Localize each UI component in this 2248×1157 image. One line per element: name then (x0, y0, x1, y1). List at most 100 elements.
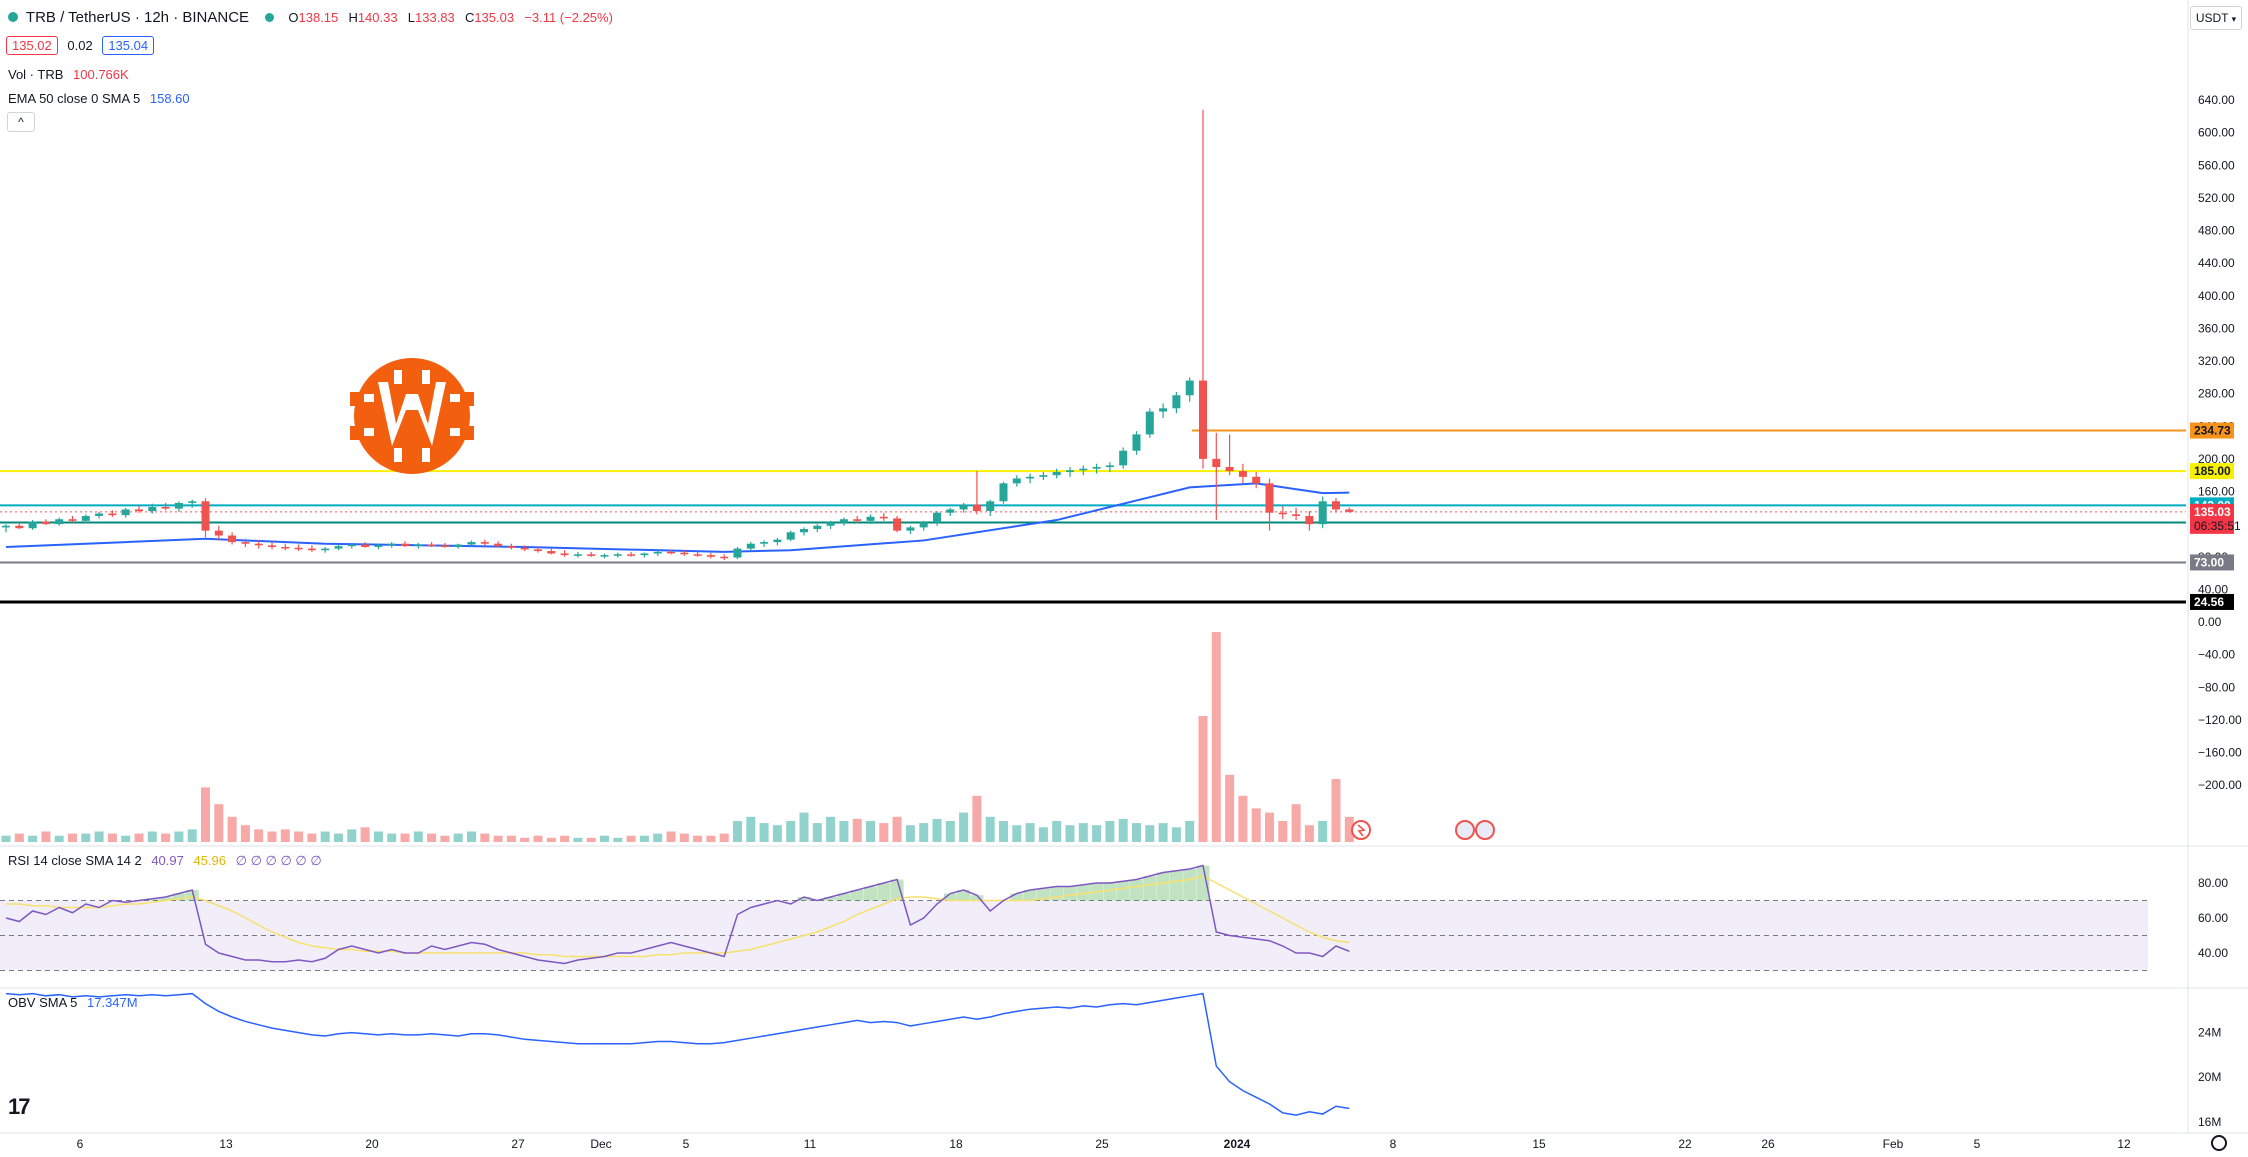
volume-bar (1171, 827, 1181, 842)
volume-bar (54, 835, 64, 842)
volume-bar (1211, 632, 1221, 842)
candle-body (108, 513, 117, 516)
candle-body (41, 521, 50, 525)
volume-bar (626, 835, 636, 842)
price-tick-label: 600.00 (2198, 126, 2235, 140)
level-tag-label: 185.00 (2194, 464, 2231, 478)
volume-bar (493, 835, 503, 842)
volume-bar (653, 833, 663, 842)
obv-line (5, 992, 1350, 1116)
candle-body (1199, 380, 1207, 459)
volume-bar (360, 827, 370, 842)
collapse-legend-button[interactable]: ^ (7, 112, 35, 132)
volume-bar (932, 818, 942, 842)
volume-bar (1118, 818, 1128, 842)
volume-bar (1265, 812, 1274, 842)
candle-body (1066, 470, 1074, 472)
price-tick-label: −120.00 (2198, 713, 2242, 727)
candle-body (720, 556, 729, 559)
candle-body (414, 544, 423, 547)
volume-bar (639, 835, 649, 842)
candle-body (228, 535, 237, 543)
currency-selector[interactable]: USDT ▾ (2190, 6, 2242, 30)
candle-body (307, 548, 316, 551)
time-tick-label: Dec (590, 1137, 611, 1151)
time-tick-label: 6 (77, 1137, 84, 1151)
volume-bar (613, 837, 623, 842)
low-value: 133.83 (415, 10, 455, 25)
volume-bar (826, 816, 836, 842)
volume-bar (799, 812, 809, 842)
event-icons[interactable] (1351, 820, 1495, 840)
bid-box[interactable]: 135.02 (6, 36, 58, 55)
candle-body (281, 546, 290, 549)
volume-bar (334, 833, 343, 842)
obv-tick-label: 16M (2198, 1115, 2221, 1129)
volume-bar (600, 835, 609, 842)
volume-bar (1331, 779, 1341, 842)
candle-body (201, 501, 210, 531)
rsi-extra-values: ∅ ∅ ∅ ∅ ∅ ∅ (235, 853, 322, 868)
candle-body (55, 519, 64, 525)
last-price-tag (2190, 503, 2234, 534)
volume-bar (174, 831, 184, 842)
candle-body (520, 547, 529, 550)
ask-box[interactable]: 135.04 (102, 36, 155, 55)
candle-body (1172, 395, 1181, 409)
volume-bar (746, 816, 756, 842)
volume-bar (1304, 825, 1314, 842)
volume-bar (733, 821, 742, 842)
candle-body (361, 544, 370, 547)
candle-body (1252, 476, 1261, 484)
ema-legend[interactable]: EMA 50 close 0 SMA 5 158.60 (8, 91, 196, 106)
candle-body (1026, 476, 1035, 479)
price-tick-label: 360.00 (2198, 321, 2235, 335)
obv-value: 17.347M (87, 995, 138, 1010)
candle-body (401, 543, 409, 547)
coin-logo-icon (350, 358, 474, 474)
candle-body (946, 509, 955, 513)
volume-bar (28, 835, 38, 842)
volume-bar (1251, 808, 1261, 842)
time-axis[interactable]: 6 13 20 27 Dec 5 11 18 25 2024 8 15 22 26 Feb 5 12 (77, 1137, 2131, 1151)
volume-bar (666, 831, 676, 842)
volume-bar (320, 831, 330, 842)
candle-body (81, 515, 90, 521)
volume-bar (772, 825, 782, 842)
candle-body (161, 506, 170, 509)
horizontal-levels[interactable] (0, 429, 2186, 604)
candle-body (972, 504, 981, 512)
volume-bar (187, 829, 197, 842)
candle-body (733, 548, 742, 558)
symbol-title[interactable]: TRB / TetherUS · 12h · BINANCE (25, 9, 250, 26)
ema-value: 158.60 (149, 91, 190, 106)
rsi-legend[interactable]: RSI 14 close SMA 14 2 40.97 45.96 ∅ ∅ ∅ … (8, 853, 328, 869)
tradingview-logo[interactable]: 17 (8, 1094, 31, 1119)
volume-bar (586, 837, 596, 842)
candle-body (800, 529, 808, 533)
candle-body (773, 539, 782, 543)
level-tag (2190, 463, 2234, 480)
volume-bar (972, 795, 982, 842)
volume-bar (453, 833, 463, 842)
candle-body (1092, 467, 1101, 469)
candle-body (613, 554, 622, 556)
volume-bar (400, 833, 410, 842)
rsi-tick-label: 80.00 (2198, 876, 2228, 890)
candle-body (1012, 478, 1021, 484)
volume-bar (679, 833, 689, 842)
price-axis[interactable]: 640.00 600.00 560.00 520.00 480.00 440.00 400.… (2198, 93, 2242, 1129)
spread-value: 0.02 (67, 38, 93, 53)
obv-legend[interactable]: OBV SMA 5 17.347M (8, 995, 144, 1010)
gear-icon[interactable] (2211, 1135, 2227, 1151)
volume-bar (467, 831, 476, 842)
rsi-sma-line (6, 875, 1350, 958)
candle-body (214, 530, 223, 536)
volume-legend[interactable]: Vol · TRB 100.766K (8, 67, 135, 82)
time-tick-label: 22 (1678, 1137, 1692, 1151)
volume-bar (506, 835, 516, 842)
volume-bar (866, 821, 875, 842)
candle-body (866, 516, 875, 521)
volume-bar (1078, 823, 1088, 842)
